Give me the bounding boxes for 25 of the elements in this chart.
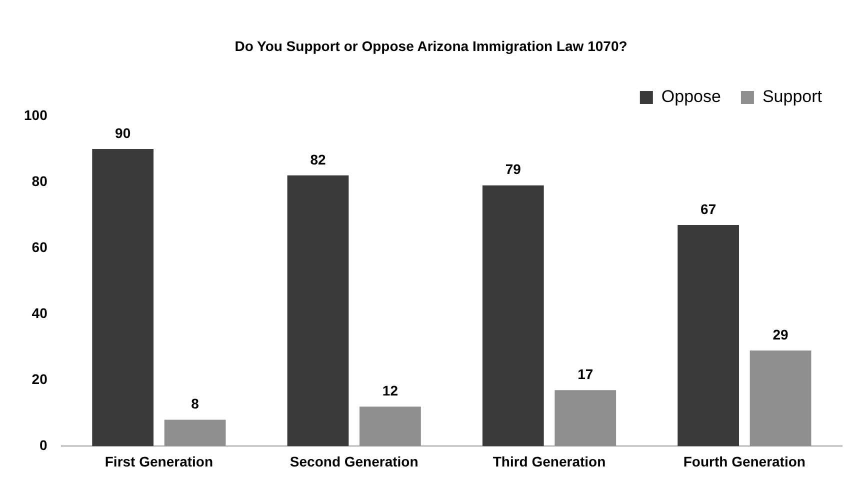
bar: [482, 185, 544, 446]
legend-label: Support: [762, 87, 822, 106]
bar: [287, 175, 349, 446]
data-label: 67: [700, 200, 716, 217]
data-label: 17: [578, 366, 594, 382]
y-tick-label: 80: [32, 172, 48, 189]
y-tick-label: 20: [32, 371, 48, 388]
bar: [92, 149, 154, 446]
y-tick-label: 60: [32, 238, 48, 255]
x-tick-label: Third Generation: [492, 453, 606, 470]
x-tick-label: First Generation: [104, 453, 214, 470]
data-label: 8: [191, 396, 200, 412]
data-label: 90: [115, 124, 131, 141]
data-label: 82: [310, 151, 326, 168]
legend-label: Oppose: [661, 87, 721, 106]
data-label: 79: [505, 161, 522, 178]
y-tick-label: 40: [32, 304, 48, 321]
x-tick-label: Second Generation: [290, 453, 418, 470]
bar: [678, 224, 740, 446]
data-label: 29: [772, 326, 789, 342]
x-tick-label: Fourth Generation: [683, 453, 806, 470]
y-tick-label: 100: [24, 106, 48, 123]
data-label: 12: [382, 382, 398, 398]
y-tick-label: 0: [40, 437, 48, 454]
chart-title: Do You Support or Oppose Arizona Immigration Law 1070?: [234, 38, 628, 54]
